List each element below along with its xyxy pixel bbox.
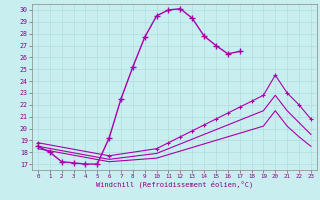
X-axis label: Windchill (Refroidissement éolien,°C): Windchill (Refroidissement éolien,°C): [96, 181, 253, 188]
